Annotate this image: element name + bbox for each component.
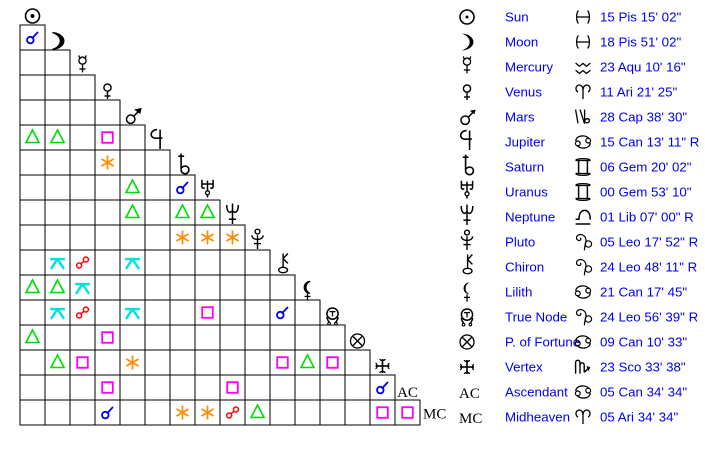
svg-text:Neptune: Neptune bbox=[505, 210, 555, 225]
svg-text:01 Lib 07' 00" R: 01 Lib 07' 00" R bbox=[600, 210, 694, 225]
svg-text:Midheaven: Midheaven bbox=[505, 410, 570, 425]
svg-text:24 Leo 48' 11" R: 24 Leo 48' 11" R bbox=[600, 260, 697, 275]
svg-text:Venus: Venus bbox=[505, 85, 542, 100]
svg-text:28 Cap 38' 30": 28 Cap 38' 30" bbox=[600, 110, 687, 125]
svg-text:00 Gem 53' 10": 00 Gem 53' 10" bbox=[600, 185, 692, 200]
svg-text:Sun: Sun bbox=[505, 10, 529, 25]
svg-text:Saturn: Saturn bbox=[505, 160, 544, 175]
svg-text:True Node: True Node bbox=[505, 310, 567, 325]
svg-text:Jupiter: Jupiter bbox=[505, 135, 545, 150]
svg-text:Uranus: Uranus bbox=[505, 185, 548, 200]
svg-text:23 Sco 33' 38": 23 Sco 33' 38" bbox=[600, 360, 686, 375]
svg-text:Mercury: Mercury bbox=[505, 60, 553, 75]
svg-text:05 Ari 34' 34": 05 Ari 34' 34" bbox=[600, 410, 679, 425]
svg-text:Moon: Moon bbox=[505, 35, 538, 50]
svg-text:P. of Fortune: P. of Fortune bbox=[505, 335, 580, 350]
svg-text:Vertex: Vertex bbox=[505, 360, 543, 375]
svg-text:Mars: Mars bbox=[505, 110, 535, 125]
svg-text:15 Pis 15' 02": 15 Pis 15' 02" bbox=[600, 10, 681, 25]
svg-text:Chiron: Chiron bbox=[505, 260, 544, 275]
svg-text:06 Gem 20' 02": 06 Gem 20' 02" bbox=[600, 160, 692, 175]
svg-text:21 Can 17' 45": 21 Can 17' 45" bbox=[600, 285, 687, 300]
svg-text:Ascendant: Ascendant bbox=[505, 385, 568, 400]
svg-text:24 Leo 56' 39" R: 24 Leo 56' 39" R bbox=[600, 310, 698, 325]
svg-text:15 Can 13' 11" R: 15 Can 13' 11" R bbox=[600, 135, 699, 150]
svg-text:11 Ari 21' 25": 11 Ari 21' 25" bbox=[600, 85, 678, 100]
svg-text:MC: MC bbox=[459, 411, 482, 427]
svg-text:MC: MC bbox=[423, 407, 446, 423]
svg-text:AC: AC bbox=[397, 385, 418, 401]
svg-text:05 Leo 17' 52" R: 05 Leo 17' 52" R bbox=[600, 235, 698, 250]
svg-text:09 Can 10' 33": 09 Can 10' 33" bbox=[600, 335, 687, 350]
svg-text:18 Pis 51' 02": 18 Pis 51' 02" bbox=[600, 35, 681, 50]
svg-text:23 Aqu 10' 16": 23 Aqu 10' 16" bbox=[600, 60, 686, 75]
svg-text:AC: AC bbox=[459, 386, 480, 402]
svg-text:05 Can 34' 34": 05 Can 34' 34" bbox=[600, 385, 687, 400]
svg-text:Lilith: Lilith bbox=[505, 285, 532, 300]
svg-text:Pluto: Pluto bbox=[505, 235, 535, 250]
